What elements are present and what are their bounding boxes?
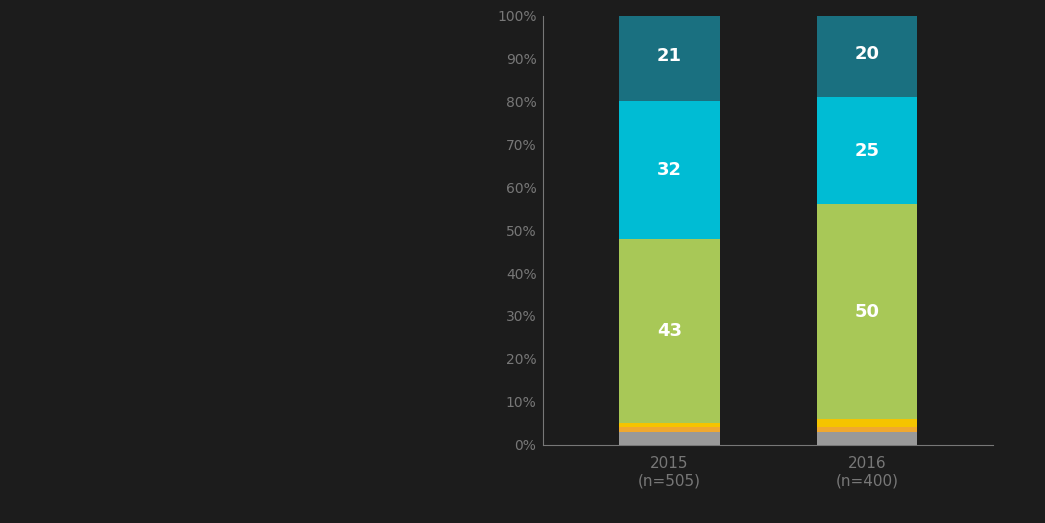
Text: 20: 20 [855, 46, 880, 63]
Text: 43: 43 [656, 322, 681, 340]
Bar [816, 204, 918, 419]
Bar [816, 427, 918, 431]
Bar [619, 423, 720, 427]
Text: 50: 50 [855, 303, 880, 321]
Bar [619, 12, 720, 101]
Text: 25: 25 [855, 142, 880, 160]
Bar [816, 419, 918, 427]
Text: 32: 32 [656, 161, 681, 179]
Bar [816, 97, 918, 204]
Text: 21: 21 [656, 48, 681, 65]
Bar [619, 238, 720, 423]
Bar [619, 101, 720, 238]
Bar [816, 12, 918, 97]
Bar [619, 431, 720, 445]
Bar [619, 427, 720, 431]
Bar [816, 431, 918, 445]
